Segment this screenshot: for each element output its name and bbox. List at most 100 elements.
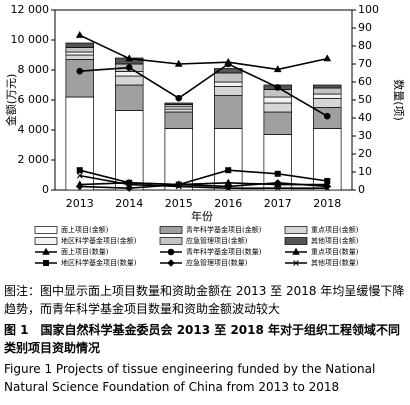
line-marker (274, 84, 282, 91)
legend-marker (167, 259, 175, 267)
legend-swatch (159, 226, 183, 234)
y-tick-label: 8 000 (18, 63, 50, 76)
bar-segment (263, 111, 292, 135)
line-marker (225, 185, 232, 192)
bar-segment (313, 98, 342, 108)
x-axis-title: 年份 (191, 209, 213, 223)
y2-tick-label: 90 (358, 21, 372, 34)
legend-label: 面上项目(数量) (61, 247, 109, 256)
count-line (79, 63, 328, 117)
y-tick-label: 4 000 (18, 123, 50, 136)
y2-tick-label: 50 (358, 93, 372, 106)
legend-swatch (34, 237, 58, 245)
bar-segment (65, 59, 94, 98)
line-marker (174, 59, 183, 67)
y-tick-label: 6 000 (18, 93, 50, 106)
y2-tick-label: 40 (358, 111, 372, 124)
legend-label: 其他项目(数量) (311, 258, 359, 267)
line-marker (76, 182, 84, 191)
line-marker (175, 94, 183, 102)
bar-segment (313, 93, 342, 99)
x-tick-label: 2014 (115, 197, 143, 210)
line-marker (126, 181, 133, 188)
legend-marker (292, 247, 300, 255)
y-tick-label: 0 (42, 183, 49, 196)
line-marker (273, 65, 282, 73)
x-tick-label: 2015 (165, 197, 193, 210)
bar-segment (313, 87, 342, 95)
count-line (79, 34, 328, 71)
legend-label: 地区科学基金项目(数量) (61, 258, 137, 267)
legend-swatch (284, 237, 308, 245)
legend-label: 面上项目(金额) (61, 225, 109, 234)
legend-marker (167, 248, 175, 256)
bar-segment (115, 84, 144, 111)
caption-title-en: Figure 1 Projects of tissue engineering … (4, 362, 376, 394)
legend-label: 重点项目(数量) (311, 247, 359, 256)
legend-swatch (159, 237, 183, 245)
legend-swatch (34, 226, 58, 234)
legend-label: 青年科学基金项目(金额) (186, 225, 262, 234)
x-tick-label: 2017 (264, 197, 292, 210)
line-marker (274, 179, 282, 187)
line-marker (75, 30, 84, 38)
legend-marker (43, 260, 49, 266)
caption-title-cn: 图 1 国家自然科学基金委员会 2013 至 2018 年对于组织工程领域不同类… (4, 323, 401, 355)
bar-segment (263, 96, 292, 104)
line-marker (76, 172, 83, 179)
legend-label: 应急管理项目(金额) (186, 236, 248, 245)
bar-segment (214, 86, 243, 96)
line-marker (125, 54, 134, 62)
caption-note: 图注：图中显示面上项目数量和资助金额在 2013 至 2018 年均呈缓慢下降趋… (4, 284, 405, 316)
y-tick-label: 2 000 (18, 153, 50, 166)
line-marker (323, 54, 332, 62)
x-tick-label: 2018 (313, 197, 341, 210)
line-marker (225, 167, 232, 174)
y2-tick-label: 0 (358, 183, 365, 196)
bar-segment (164, 111, 193, 129)
y-tick-label: 12 000 (11, 3, 50, 16)
y2-tick-label: 100 (358, 3, 379, 16)
legend-marker (42, 247, 50, 255)
legend-label: 重点项目(金额) (311, 225, 359, 234)
bar-segment (214, 72, 243, 83)
line-marker (76, 167, 83, 174)
count-line (79, 169, 328, 186)
x-tick-label: 2016 (214, 197, 242, 210)
line-marker (274, 170, 281, 177)
bar-segment (115, 110, 144, 191)
legend-marker (293, 260, 299, 266)
line-marker (323, 112, 331, 120)
x-tick-label: 2013 (66, 197, 94, 210)
bar-segment (65, 54, 94, 60)
line-marker (224, 60, 232, 68)
legend-label: 青年科学基金项目(数量) (186, 247, 262, 256)
y2-tick-label: 10 (358, 165, 372, 178)
legend-label: 地区科学基金项目(金额) (61, 236, 137, 245)
y-tick-label: 10 000 (11, 33, 50, 46)
legend-label: 其他项目(金额) (311, 236, 359, 245)
bar-segment (164, 102, 193, 105)
plot-frame (54, 9, 353, 191)
bar-segment (115, 75, 144, 86)
line-marker (274, 185, 281, 192)
y-axis-title: 金额(万元) (4, 74, 18, 127)
bar-segment (65, 47, 94, 53)
y2-tick-label: 80 (358, 39, 372, 52)
bar-segment (65, 42, 94, 48)
legend-swatch (284, 226, 308, 234)
line-marker (175, 183, 182, 190)
chart: 金额(万元) 数量(项) 年份 0 2 000 4 000 6 000 8 000 10 … (4, 3, 405, 267)
line-marker (76, 67, 84, 75)
y2-tick-label: 20 (358, 147, 372, 160)
line-marker (324, 185, 331, 192)
line-marker (125, 64, 133, 71)
legend-label: 应急管理项目(数量) (186, 258, 248, 267)
bar-segment (214, 95, 243, 129)
bar-segment (214, 81, 243, 87)
y2-tick-label: 60 (358, 75, 372, 88)
count-line (79, 181, 328, 190)
bar-segment (164, 108, 193, 113)
count-line (79, 174, 328, 189)
